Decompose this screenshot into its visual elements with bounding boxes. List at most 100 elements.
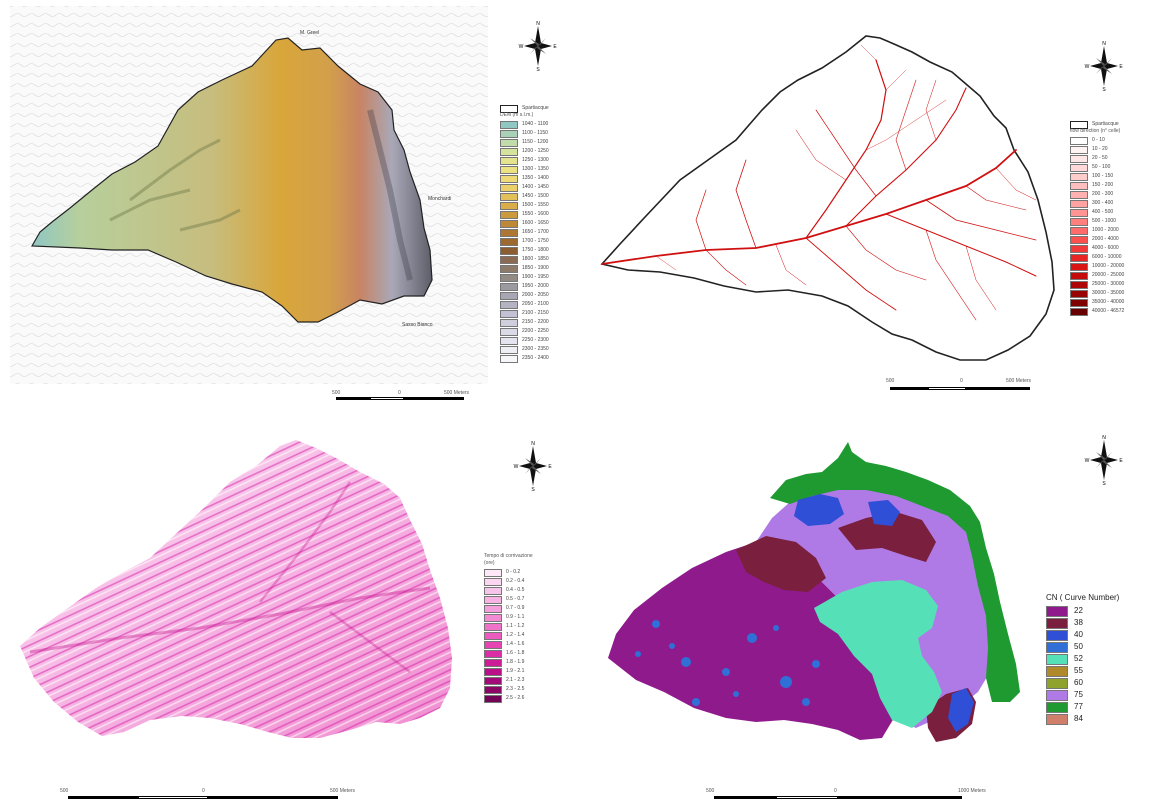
legend-entry: 0.7 - 0.9 bbox=[484, 604, 533, 613]
legend-swatch bbox=[1046, 617, 1068, 629]
legend-label: 2050 - 2100 bbox=[522, 301, 549, 307]
compass-east-label: E bbox=[548, 464, 552, 470]
legend-swatch bbox=[500, 291, 518, 300]
legend-entry: 52 bbox=[1046, 653, 1119, 665]
legend-swatch bbox=[500, 336, 518, 345]
flow-legend: Spartiacque flow direction (n° celle) 0 … bbox=[1070, 120, 1124, 316]
legend-label: 30000 - 35000 bbox=[1092, 290, 1125, 296]
legend-label: 38 bbox=[1074, 618, 1083, 627]
legend-entry: 22 bbox=[1046, 605, 1119, 617]
legend-boundary-entry: Spartiacque bbox=[500, 104, 549, 113]
legend-entry: 1900 - 1950 bbox=[500, 273, 549, 282]
legend-label: 4000 - 6000 bbox=[1092, 245, 1119, 251]
scale-label-right: 500 Meters bbox=[330, 788, 356, 794]
legend-entry: 0.2 - 0.4 bbox=[484, 577, 533, 586]
legend-label: 2000 - 2050 bbox=[522, 292, 549, 298]
legend-swatch bbox=[500, 174, 518, 183]
legend-label: 1700 - 1750 bbox=[522, 238, 549, 244]
legend-swatch bbox=[1070, 262, 1088, 271]
legend-swatch bbox=[484, 631, 502, 640]
legend-swatch bbox=[500, 210, 518, 219]
place-label-sasso-bianco: Sasso Bianco bbox=[402, 322, 433, 328]
legend-swatch bbox=[484, 685, 502, 694]
legend-entry: 400 - 500 bbox=[1070, 208, 1124, 217]
legend-classes: 0 - 0.2 0.2 - 0.4 0.4 - 0.5 0.5 - 0.7 0.7 - … bbox=[484, 568, 533, 703]
legend-swatch bbox=[500, 120, 518, 129]
legend-entry: 500 - 1000 bbox=[1070, 217, 1124, 226]
legend-label: 75 bbox=[1074, 690, 1083, 699]
legend-swatch bbox=[500, 237, 518, 246]
compass-south-label: S bbox=[531, 487, 535, 492]
legend-entry: 1550 - 1600 bbox=[500, 210, 549, 219]
legend-entry: 40000 - 46572 bbox=[1070, 307, 1124, 316]
scale-label-right: 500 Meters bbox=[1006, 378, 1032, 384]
legend-entry: 1250 - 1300 bbox=[500, 156, 549, 165]
flow-lines bbox=[601, 44, 1037, 321]
compass-west-label: W bbox=[519, 44, 524, 50]
legend-swatch bbox=[1070, 217, 1088, 226]
legend-swatch bbox=[1070, 136, 1088, 145]
legend-entry: 1600 - 1650 bbox=[500, 219, 549, 228]
legend-label: 1450 - 1500 bbox=[522, 193, 549, 199]
legend-title: DEM (m s.l.m.) bbox=[500, 112, 534, 118]
elevation-map-panel: M. Greel Monchardi Sasso Bianco N S W E … bbox=[0, 0, 576, 402]
compass-east-label: E bbox=[1119, 458, 1123, 464]
legend-entry: 150 - 200 bbox=[1070, 181, 1124, 190]
legend-entry: 38 bbox=[1046, 617, 1119, 629]
legend-label: 1600 - 1650 bbox=[522, 220, 549, 226]
place-label-monchardi: Monchardi bbox=[428, 196, 451, 202]
legend-label: 150 - 200 bbox=[1092, 182, 1114, 188]
legend-entry: 1800 - 1850 bbox=[500, 255, 549, 264]
legend-label: 1850 - 1900 bbox=[522, 265, 549, 271]
legend-entry: 84 bbox=[1046, 713, 1119, 725]
legend-entry: 300 - 400 bbox=[1070, 199, 1124, 208]
legend-label: 300 - 400 bbox=[1092, 200, 1114, 206]
legend-entry: 10000 - 20000 bbox=[1070, 262, 1124, 271]
legend-entry: 50 - 100 bbox=[1070, 163, 1124, 172]
legend-swatch bbox=[500, 228, 518, 237]
legend-label: 1150 - 1200 bbox=[522, 139, 549, 145]
legend-swatch bbox=[1070, 235, 1088, 244]
legend-swatch bbox=[484, 604, 502, 613]
legend-label: 77 bbox=[1074, 702, 1083, 711]
legend-label: 1100 - 1150 bbox=[522, 130, 548, 136]
boundary-swatch bbox=[500, 104, 518, 113]
legend-swatch bbox=[1070, 181, 1088, 190]
scale-label-right: 1000 Meters bbox=[958, 788, 986, 794]
legend-entry: 2000 - 2050 bbox=[500, 291, 549, 300]
legend-swatch bbox=[1070, 307, 1088, 316]
legend-swatch bbox=[1070, 271, 1088, 280]
legend-entry: 1650 - 1700 bbox=[500, 228, 549, 237]
legend-entry: 1.6 - 1.8 bbox=[484, 649, 533, 658]
scale-bar: 500 0 500 Meters bbox=[332, 390, 472, 402]
concentration-map-panel: N S W E Tempo di corrivazione (ore) 0 - … bbox=[0, 402, 576, 804]
legend-swatch bbox=[1070, 244, 1088, 253]
legend-swatch bbox=[484, 640, 502, 649]
legend-entry: 1.9 - 2.1 bbox=[484, 667, 533, 676]
legend-entry: 50 bbox=[1046, 641, 1119, 653]
legend-label: 400 - 500 bbox=[1092, 209, 1114, 215]
legend-label: 1950 - 2000 bbox=[522, 283, 549, 289]
legend-entry: 2.1 - 2.3 bbox=[484, 676, 533, 685]
legend-swatch bbox=[484, 613, 502, 622]
legend-label: 1040 - 1100 bbox=[522, 121, 549, 127]
compass-south-label: S bbox=[1102, 87, 1106, 92]
legend-swatch bbox=[500, 354, 518, 363]
legend-swatch bbox=[500, 345, 518, 354]
legend-label: 1.1 - 1.2 bbox=[506, 623, 525, 629]
boundary-swatch bbox=[1070, 120, 1088, 129]
legend-swatch bbox=[500, 192, 518, 201]
legend-label: 200 - 300 bbox=[1092, 191, 1114, 197]
legend-swatch bbox=[500, 327, 518, 336]
cn-zone-52 bbox=[814, 580, 942, 728]
legend-entry: 2.3 - 2.5 bbox=[484, 685, 533, 694]
legend-swatch bbox=[1070, 199, 1088, 208]
legend-swatch bbox=[500, 183, 518, 192]
legend-label: 25000 - 30000 bbox=[1092, 281, 1125, 287]
compass-west-label: W bbox=[1085, 64, 1090, 70]
legend-entry: 30000 - 35000 bbox=[1070, 289, 1124, 298]
legend-label: 2.5 - 2.6 bbox=[506, 695, 525, 701]
legend-swatch bbox=[484, 595, 502, 604]
legend-entry: 2000 - 4000 bbox=[1070, 235, 1124, 244]
scale-bar: 500 0 500 Meters bbox=[886, 378, 1046, 398]
